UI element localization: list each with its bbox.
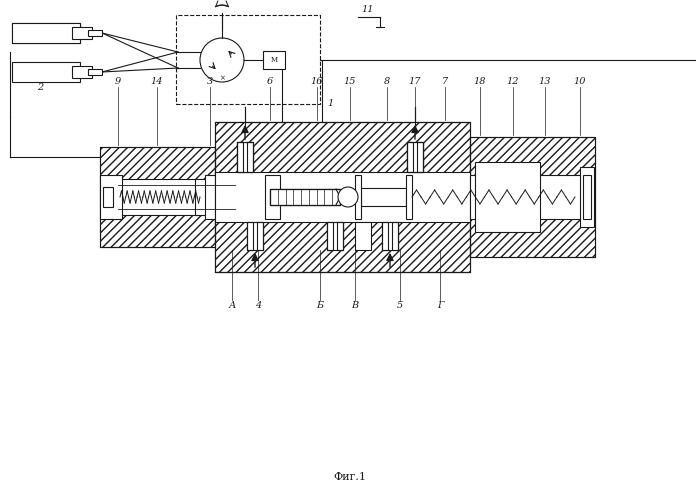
Text: 13: 13 bbox=[539, 78, 552, 86]
Text: 12: 12 bbox=[507, 78, 519, 86]
Bar bbox=[580, 167, 594, 227]
Bar bbox=[215, 122, 470, 272]
Text: M: M bbox=[270, 56, 278, 64]
Bar bbox=[237, 142, 253, 172]
Bar bbox=[327, 222, 333, 250]
Bar bbox=[12, 23, 80, 43]
Text: 3: 3 bbox=[207, 78, 213, 86]
Bar bbox=[382, 222, 388, 250]
Bar bbox=[100, 175, 122, 219]
Text: В: В bbox=[351, 301, 358, 310]
Text: Г: Г bbox=[437, 301, 443, 310]
Bar bbox=[215, 122, 470, 272]
Bar bbox=[407, 142, 423, 172]
Bar bbox=[257, 222, 263, 250]
Bar bbox=[12, 23, 80, 43]
Bar bbox=[247, 222, 263, 250]
Bar bbox=[270, 189, 340, 205]
Text: 8: 8 bbox=[384, 78, 390, 86]
Bar bbox=[361, 188, 406, 206]
Bar bbox=[270, 189, 340, 205]
Bar bbox=[12, 62, 80, 82]
Bar bbox=[392, 222, 398, 250]
Text: 4: 4 bbox=[255, 301, 261, 310]
Text: 7: 7 bbox=[442, 78, 448, 86]
Bar bbox=[72, 27, 92, 39]
Bar bbox=[100, 147, 215, 247]
Bar bbox=[247, 222, 253, 250]
Text: 11: 11 bbox=[362, 5, 375, 14]
Bar bbox=[265, 175, 280, 219]
Bar bbox=[103, 187, 113, 207]
Text: 1: 1 bbox=[327, 99, 333, 108]
Bar bbox=[382, 222, 388, 250]
Bar bbox=[355, 222, 371, 250]
Text: 15: 15 bbox=[344, 78, 356, 86]
Bar bbox=[205, 175, 215, 219]
Bar bbox=[337, 222, 343, 250]
Bar bbox=[108, 179, 215, 215]
Bar bbox=[247, 142, 253, 172]
Bar bbox=[337, 222, 343, 250]
Bar bbox=[470, 175, 585, 219]
Bar bbox=[247, 142, 253, 172]
Bar bbox=[270, 189, 340, 205]
Bar bbox=[407, 142, 413, 172]
Text: 17: 17 bbox=[409, 78, 421, 86]
Bar bbox=[270, 189, 340, 205]
Bar bbox=[237, 142, 243, 172]
Text: 16: 16 bbox=[311, 78, 323, 86]
Bar bbox=[237, 142, 253, 172]
Bar bbox=[583, 175, 591, 219]
Bar bbox=[263, 51, 285, 69]
Text: 5: 5 bbox=[397, 301, 403, 310]
Bar bbox=[327, 222, 343, 250]
Bar bbox=[237, 142, 243, 172]
Bar bbox=[392, 222, 398, 250]
Bar bbox=[406, 175, 412, 219]
Text: Фиг.1: Фиг.1 bbox=[333, 472, 367, 482]
Bar bbox=[176, 15, 320, 104]
Bar bbox=[470, 137, 595, 257]
Bar bbox=[417, 142, 423, 172]
Bar bbox=[470, 137, 595, 257]
Text: 2: 2 bbox=[37, 83, 43, 91]
Text: ×: × bbox=[219, 74, 225, 82]
Bar bbox=[257, 222, 263, 250]
Text: Б: Б bbox=[316, 301, 323, 310]
Bar bbox=[407, 142, 423, 172]
Text: 9: 9 bbox=[115, 78, 121, 86]
Bar bbox=[355, 175, 361, 219]
Text: 6: 6 bbox=[267, 78, 273, 86]
Circle shape bbox=[338, 187, 358, 207]
Bar bbox=[72, 66, 92, 78]
Bar bbox=[88, 30, 102, 36]
Bar bbox=[100, 147, 215, 247]
Bar bbox=[195, 179, 225, 215]
Bar bbox=[247, 222, 253, 250]
Bar bbox=[475, 162, 540, 232]
Bar bbox=[382, 222, 398, 250]
Bar bbox=[88, 69, 102, 75]
Circle shape bbox=[200, 38, 244, 82]
Bar bbox=[407, 142, 413, 172]
Bar bbox=[417, 142, 423, 172]
Bar bbox=[215, 172, 470, 222]
Text: 14: 14 bbox=[150, 78, 163, 86]
Bar bbox=[327, 222, 333, 250]
Text: А: А bbox=[228, 301, 236, 310]
Text: 18: 18 bbox=[474, 78, 486, 86]
Text: 10: 10 bbox=[574, 78, 587, 86]
